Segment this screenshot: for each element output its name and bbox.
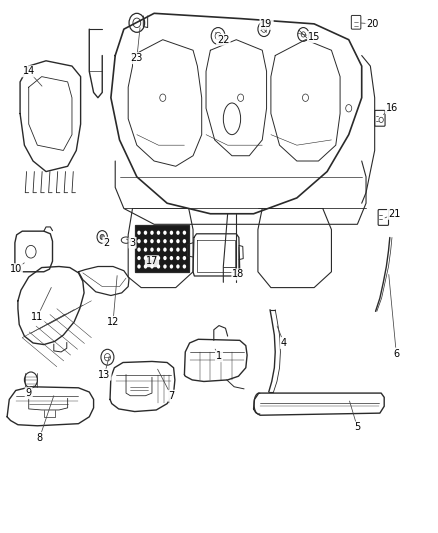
Circle shape xyxy=(150,231,154,235)
Text: 8: 8 xyxy=(36,433,42,443)
Text: 2: 2 xyxy=(103,238,110,248)
Circle shape xyxy=(176,247,180,252)
Text: 7: 7 xyxy=(168,391,175,401)
Circle shape xyxy=(157,256,160,260)
Circle shape xyxy=(144,239,147,243)
Circle shape xyxy=(170,239,173,243)
Bar xyxy=(134,225,189,272)
Text: 16: 16 xyxy=(386,103,398,114)
Circle shape xyxy=(176,256,180,260)
Text: 3: 3 xyxy=(130,238,136,248)
Text: 15: 15 xyxy=(308,32,320,42)
Text: 20: 20 xyxy=(366,19,379,29)
Text: 14: 14 xyxy=(23,66,35,76)
Text: 18: 18 xyxy=(232,269,244,279)
Text: 10: 10 xyxy=(10,264,22,274)
Circle shape xyxy=(163,247,167,252)
Circle shape xyxy=(137,247,141,252)
Circle shape xyxy=(176,264,180,269)
Circle shape xyxy=(170,247,173,252)
Circle shape xyxy=(163,231,167,235)
Circle shape xyxy=(144,231,147,235)
Circle shape xyxy=(100,235,104,240)
Text: 17: 17 xyxy=(146,256,158,266)
Circle shape xyxy=(183,239,186,243)
Text: 19: 19 xyxy=(261,19,273,29)
Text: 6: 6 xyxy=(393,349,399,359)
Text: 5: 5 xyxy=(354,422,360,432)
Text: 21: 21 xyxy=(388,209,400,219)
Circle shape xyxy=(176,239,180,243)
Circle shape xyxy=(157,264,160,269)
Circle shape xyxy=(150,239,154,243)
Circle shape xyxy=(163,256,167,260)
Circle shape xyxy=(157,239,160,243)
Circle shape xyxy=(150,247,154,252)
Circle shape xyxy=(170,256,173,260)
Circle shape xyxy=(150,264,154,269)
Circle shape xyxy=(157,247,160,252)
Circle shape xyxy=(183,256,186,260)
Circle shape xyxy=(137,231,141,235)
Circle shape xyxy=(163,239,167,243)
Text: 1: 1 xyxy=(216,351,222,361)
Circle shape xyxy=(137,264,141,269)
Circle shape xyxy=(170,264,173,269)
Circle shape xyxy=(144,256,147,260)
Circle shape xyxy=(137,239,141,243)
Circle shape xyxy=(157,231,160,235)
Circle shape xyxy=(144,264,147,269)
Circle shape xyxy=(183,231,186,235)
Circle shape xyxy=(163,264,167,269)
Circle shape xyxy=(170,231,173,235)
Text: 12: 12 xyxy=(107,317,119,327)
Circle shape xyxy=(183,247,186,252)
Circle shape xyxy=(144,247,147,252)
Text: 9: 9 xyxy=(26,388,32,398)
Circle shape xyxy=(176,231,180,235)
Text: 11: 11 xyxy=(31,312,43,321)
Circle shape xyxy=(137,256,141,260)
Circle shape xyxy=(183,264,186,269)
Text: 23: 23 xyxy=(131,53,143,63)
Text: 4: 4 xyxy=(281,338,287,348)
Text: 22: 22 xyxy=(217,35,230,45)
Text: 13: 13 xyxy=(98,369,110,379)
Circle shape xyxy=(150,256,154,260)
